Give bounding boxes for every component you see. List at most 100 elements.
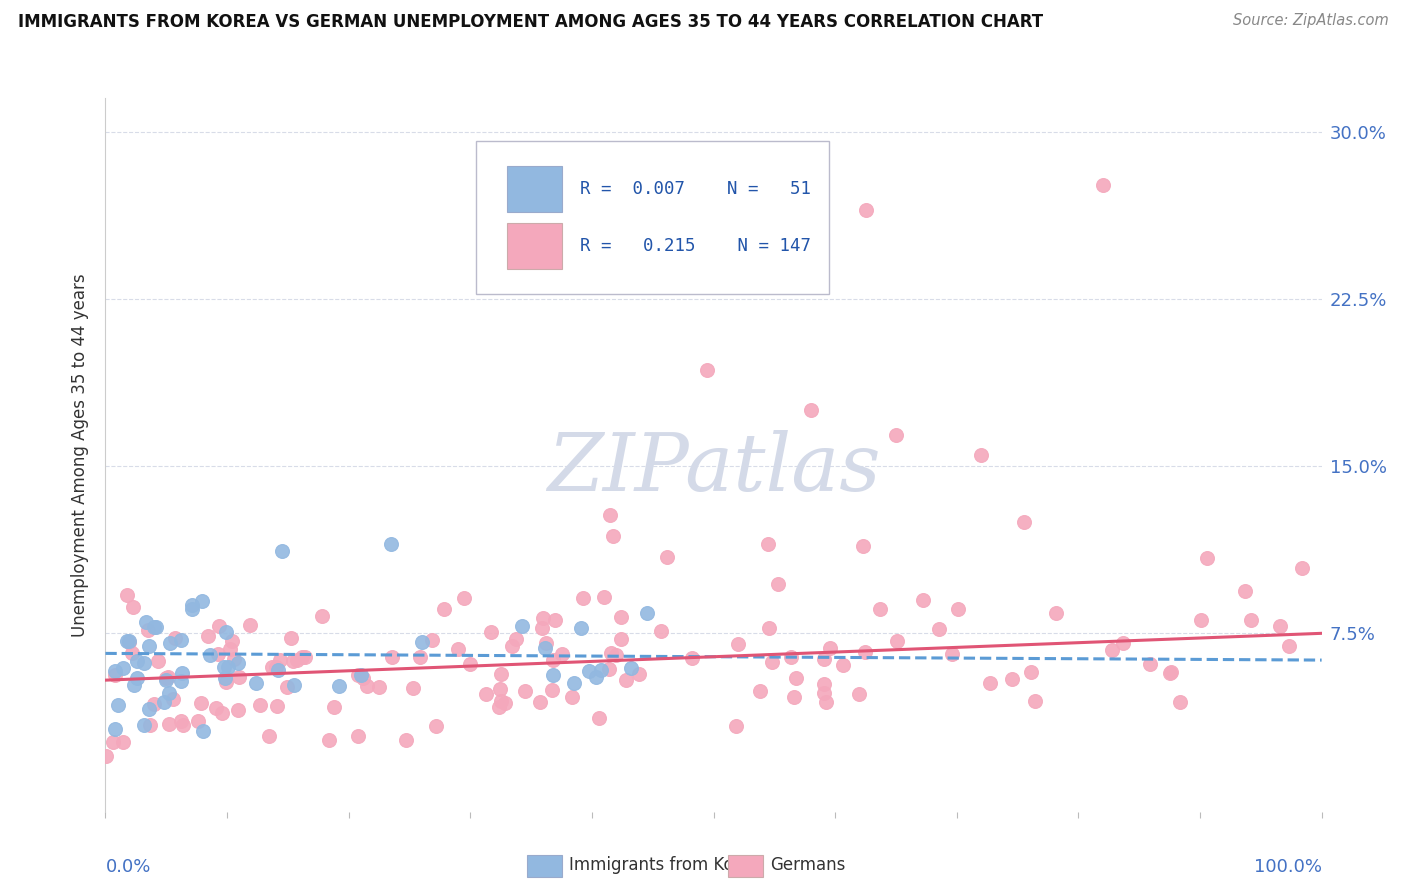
Point [529, 695, 551, 709]
Point [488, 699, 510, 714]
Point [1195, 550, 1218, 565]
Point [294, 649, 316, 664]
Point [657, 550, 679, 565]
Point [1233, 584, 1256, 599]
Point [181, 601, 204, 615]
Point [779, 650, 801, 665]
Text: Source: ZipAtlas.com: Source: ZipAtlas.com [1233, 13, 1389, 29]
Point [159, 636, 181, 650]
Point [749, 683, 772, 698]
Point [1270, 619, 1292, 633]
Point [155, 673, 177, 687]
Point [191, 593, 214, 607]
Point [172, 718, 194, 732]
Point [122, 599, 145, 614]
Point [510, 619, 533, 633]
Point [143, 698, 166, 712]
Text: 100.0%: 100.0% [1254, 858, 1322, 876]
Point [262, 659, 284, 673]
Point [1101, 642, 1123, 657]
Point [190, 697, 212, 711]
Point [117, 633, 139, 648]
Point [181, 598, 204, 612]
Point [610, 610, 633, 624]
Point [578, 664, 600, 678]
Point [1139, 657, 1161, 671]
Point [191, 724, 214, 739]
Point [1240, 613, 1263, 627]
Point [886, 634, 908, 648]
Point [727, 638, 749, 652]
Point [489, 681, 512, 696]
Point [433, 602, 456, 616]
Text: 0.0%: 0.0% [105, 858, 150, 876]
Point [215, 625, 238, 640]
Point [285, 653, 308, 667]
Point [249, 698, 271, 712]
Point [214, 671, 236, 685]
Point [1291, 561, 1313, 575]
FancyBboxPatch shape [477, 141, 830, 294]
Point [104, 723, 127, 737]
Point [605, 648, 627, 662]
Point [135, 615, 157, 629]
Point [766, 576, 789, 591]
Point [884, 427, 907, 442]
Point [541, 683, 564, 698]
Point [562, 675, 585, 690]
Point [869, 602, 891, 616]
Point [531, 611, 554, 625]
Point [848, 687, 870, 701]
Point [946, 602, 969, 616]
Point [228, 670, 250, 684]
Point [226, 702, 249, 716]
Point [970, 448, 993, 462]
Point [117, 589, 139, 603]
Point [221, 634, 243, 648]
Point [163, 631, 186, 645]
Point [266, 659, 288, 673]
Point [104, 664, 127, 678]
Point [813, 677, 835, 691]
Point [409, 649, 432, 664]
Point [800, 403, 823, 417]
Point [267, 663, 290, 677]
Point [1278, 639, 1301, 653]
Point [761, 656, 783, 670]
Point [475, 687, 498, 701]
Point [425, 719, 447, 733]
Point [650, 624, 672, 638]
Point [599, 508, 621, 523]
Point [855, 202, 877, 217]
Point [599, 646, 621, 660]
Point [104, 667, 127, 681]
Point [853, 645, 876, 659]
Point [420, 633, 443, 648]
Point [112, 735, 135, 749]
Point [215, 674, 238, 689]
Point [170, 714, 193, 729]
Point [585, 670, 607, 684]
Point [283, 678, 305, 692]
Point [125, 654, 148, 668]
Point [1019, 665, 1042, 679]
Point [352, 671, 374, 685]
Point [187, 714, 209, 728]
Point [157, 716, 180, 731]
Point [239, 618, 262, 632]
Point [531, 621, 554, 635]
Point [347, 729, 370, 743]
Point [911, 592, 934, 607]
Point [813, 651, 835, 665]
Point [276, 680, 298, 694]
Text: IMMIGRANTS FROM KOREA VS GERMAN UNEMPLOYMENT AMONG AGES 35 TO 44 YEARS CORRELATI: IMMIGRANTS FROM KOREA VS GERMAN UNEMPLOY… [18, 13, 1043, 31]
Point [328, 679, 350, 693]
Point [367, 681, 389, 695]
Point [818, 641, 841, 656]
Point [159, 685, 181, 699]
Point [224, 651, 246, 665]
Point [111, 661, 134, 675]
Point [132, 717, 155, 731]
Point [152, 695, 174, 709]
Point [1168, 694, 1191, 708]
